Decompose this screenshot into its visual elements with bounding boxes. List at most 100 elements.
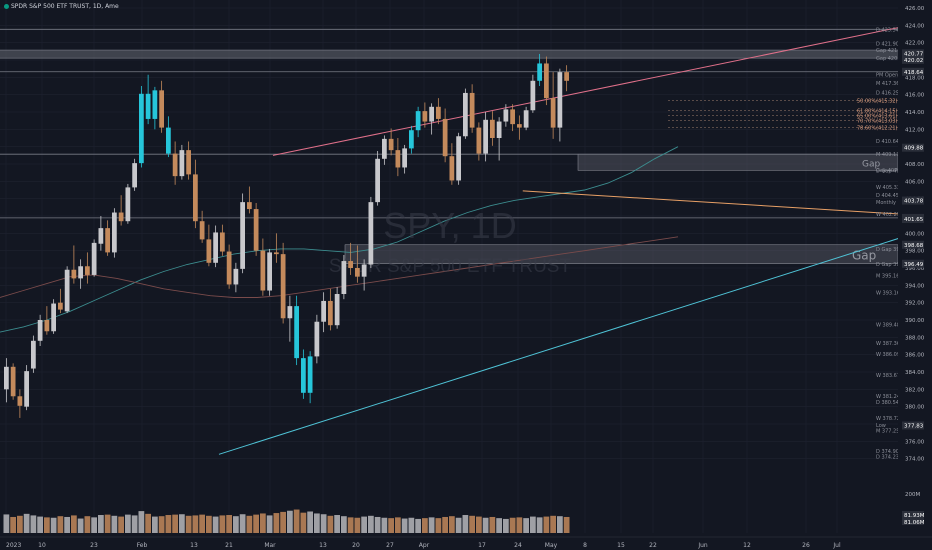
candle-body [422, 111, 428, 122]
price-badge [902, 196, 924, 205]
candle-body [85, 266, 90, 275]
time-tick-label: 10 [38, 542, 46, 549]
volume-bar [435, 518, 442, 533]
volume-bar [536, 517, 543, 533]
price-tick-label: 386.00 [905, 353, 925, 359]
candle-body [334, 294, 340, 326]
volume-bar [239, 514, 246, 533]
volume-bar [98, 515, 104, 533]
volume-bar [347, 517, 354, 533]
gap-band [0, 50, 898, 59]
volume-bar [199, 514, 205, 533]
candle-body [523, 110, 529, 128]
volume-bar [374, 516, 381, 533]
time-tick-label: 24 [514, 542, 522, 549]
price-badge [902, 55, 924, 64]
level-label: D Gap 407.27 [876, 168, 911, 174]
level-label: W 387.36 [876, 341, 900, 347]
volume-bar [158, 516, 165, 533]
volume-bar [388, 518, 394, 533]
price-badge [902, 215, 924, 224]
volume-bar [489, 516, 496, 533]
level-label: Low [876, 423, 886, 429]
candle-body [503, 109, 509, 122]
candle-body [436, 106, 441, 119]
price-badge [902, 49, 924, 58]
level-label: D Gap 398.22 [876, 247, 911, 253]
level-label: W 405.33 [876, 185, 900, 191]
price-tick-label: 424.00 [905, 23, 925, 29]
candle-body [64, 269, 70, 312]
candle-body [544, 63, 549, 99]
volume-bar [280, 511, 286, 533]
gap-zone-label: Gap [852, 248, 876, 262]
level-label: D 416.25 [876, 91, 899, 97]
level-label: D 374.23 [876, 455, 899, 461]
volume-bar [287, 510, 293, 533]
volume-bar [496, 518, 502, 533]
volume-bar [104, 514, 111, 533]
candle-body [490, 119, 495, 138]
volume-bar [57, 516, 64, 533]
price-tick-label: 392.00 [905, 301, 925, 307]
volume-bar [266, 515, 273, 533]
candle-body [301, 358, 306, 393]
volume-bar [219, 515, 226, 533]
level-label: M 409.13 [876, 152, 899, 158]
candle-body [456, 136, 461, 181]
trendline [218, 227, 932, 455]
price-tick-label: 398.00 [905, 249, 925, 255]
volume-bar [3, 514, 10, 533]
price-badge-label: 377.83 [904, 423, 924, 429]
candle-body [152, 90, 158, 119]
time-tick-label: 21 [225, 542, 233, 549]
price-badge-label: 420.77 [904, 51, 924, 57]
candle-body [510, 109, 515, 125]
price-tick-label: 374.00 [905, 457, 925, 463]
candle-body [280, 254, 286, 319]
volume-bar [523, 518, 529, 533]
price-tick-label: 382.00 [905, 387, 925, 393]
volume-bar [172, 514, 178, 533]
level-label: Gap 407.31 [876, 168, 905, 174]
volume-bar [469, 515, 475, 533]
candle-body [476, 127, 482, 154]
price-tick-label: 418.00 [905, 75, 925, 81]
candle-body [368, 202, 374, 265]
volume-bar [71, 515, 77, 533]
volume-bar [233, 516, 239, 533]
candle-body [118, 212, 124, 222]
time-axis[interactable]: 2023 10 23 Feb 13 21 Mar 13 20 27 Apr 17 24 May 8 15 22 J… [0, 536, 932, 550]
price-axis[interactable]: 426.00424.00422.00420.00418.00416.00414.… [898, 0, 932, 550]
volume-bar [165, 515, 172, 533]
price-tick-label: 414.00 [905, 110, 925, 116]
level-label: D 404.45 [876, 193, 899, 199]
candle-body [469, 92, 475, 128]
level-label: 70.70%(413.03) [857, 118, 898, 124]
volume-bar [37, 516, 43, 533]
price-axis-background [898, 0, 932, 550]
volume-bar [422, 518, 428, 533]
volume-tick-label: 200M [905, 492, 920, 498]
candle-body [37, 320, 43, 341]
candle-body [267, 252, 272, 291]
level-label: D 374.90 [876, 449, 899, 455]
volume-badge [902, 511, 924, 518]
candle-body [78, 266, 83, 279]
candle-body [537, 63, 542, 81]
volume-bar [293, 509, 300, 533]
volume-bar [320, 514, 327, 533]
volume-bar [543, 516, 550, 533]
time-tick-label: 22 [649, 542, 657, 549]
moving-averages [0, 146, 679, 333]
price-badge [902, 421, 924, 430]
price-tick-label: 380.00 [905, 405, 925, 411]
candle-body [206, 239, 212, 263]
price-badge [902, 240, 924, 249]
price-tick-label: 376.00 [905, 439, 925, 445]
candle-body [179, 150, 185, 177]
candle-body [247, 202, 252, 210]
level-label: M 417.36 [876, 81, 899, 87]
candle-body [172, 153, 178, 177]
